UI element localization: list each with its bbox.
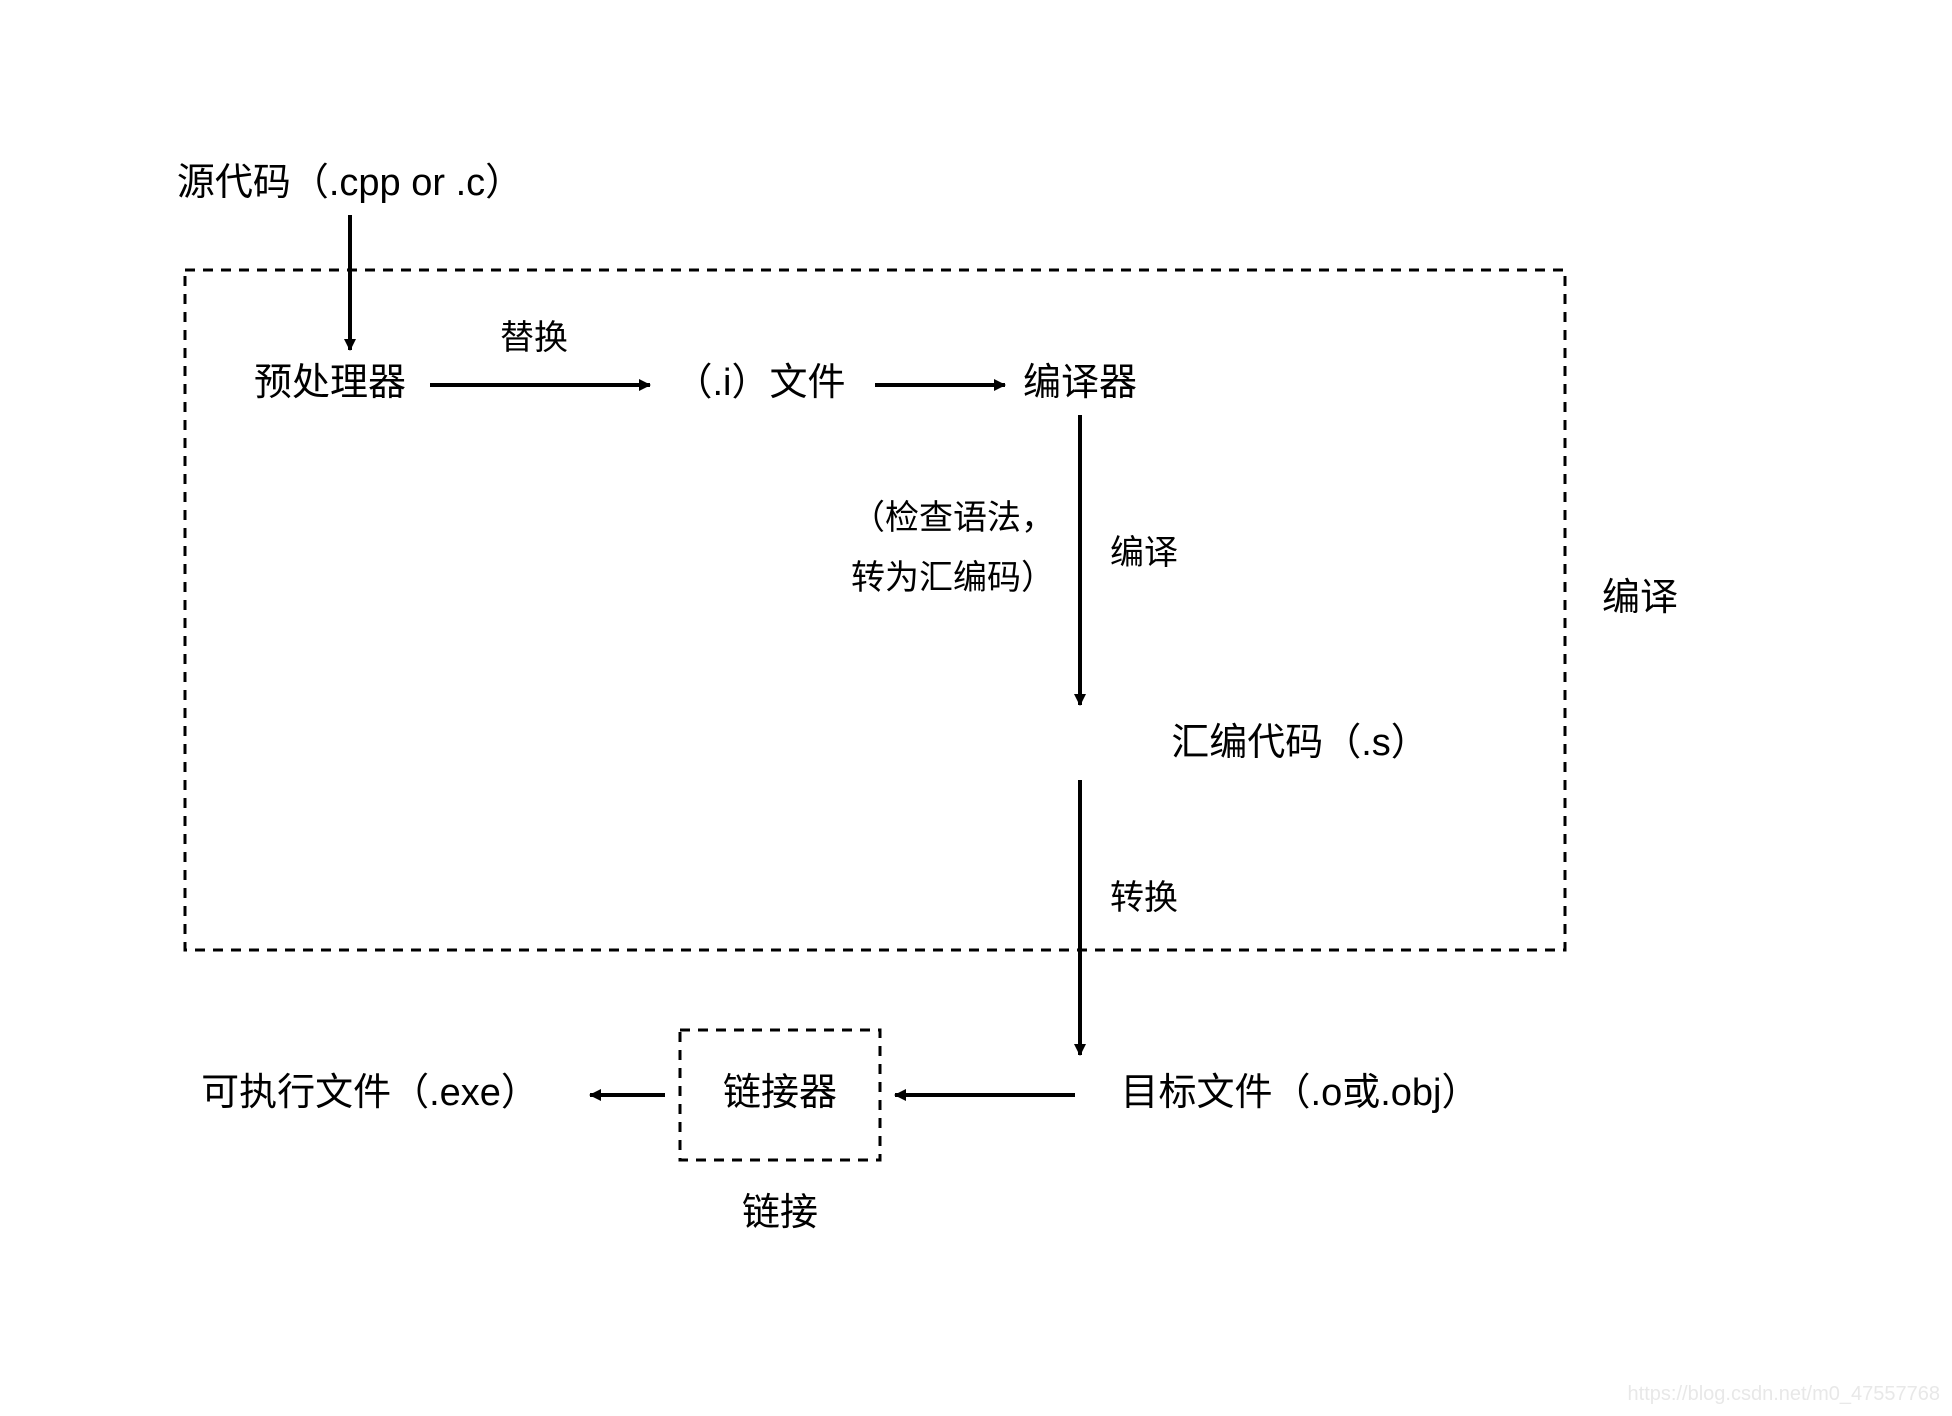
node-ifile: （.i）文件 (674, 362, 845, 404)
edge-label-check-syntax-2: 转为汇编码） (851, 559, 1055, 597)
node-preproc: 预处理器 (254, 362, 406, 404)
edge-label-compile: 编译 (1110, 534, 1178, 572)
node-exe: 可执行文件（.exe） (201, 1072, 539, 1114)
node-linker: 链接器 (723, 1072, 837, 1114)
link-group-label: 链接 (742, 1192, 818, 1234)
node-compiler: 编译器 (1023, 362, 1137, 404)
watermark-text: https://blog.csdn.net/m0_47557768 (1628, 1383, 1940, 1405)
edge-label-check-syntax-1: （检查语法， (851, 499, 1055, 537)
node-asm: 汇编代码（.s） (1171, 722, 1429, 764)
diagram-canvas: 编译 链接 替换 编译 （检查语法， 转为汇编码） 转换 源代码（.cpp or… (0, 0, 1952, 1416)
node-objfile: 目标文件（.o或.obj） (1121, 1072, 1480, 1114)
edge-label-replace: 替换 (500, 319, 568, 357)
node-source: 源代码（.cpp or .c） (177, 162, 523, 204)
compile-group-label: 编译 (1602, 577, 1678, 619)
edge-label-convert: 转换 (1110, 879, 1178, 917)
